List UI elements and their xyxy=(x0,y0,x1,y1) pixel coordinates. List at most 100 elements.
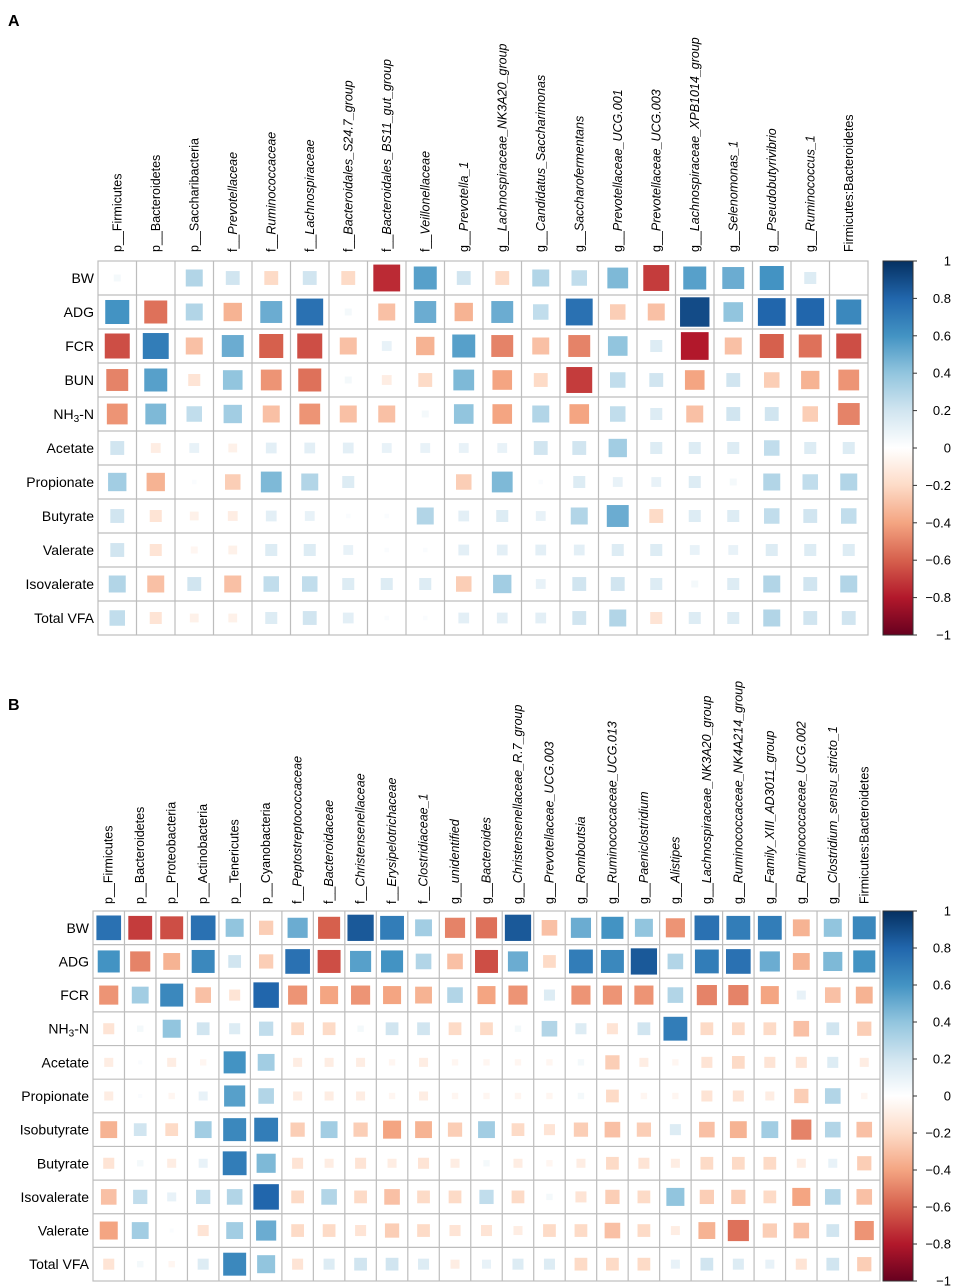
row-label: BUN xyxy=(64,372,94,388)
heatmap-cell xyxy=(856,1121,873,1138)
heatmap-cell xyxy=(384,547,389,553)
heatmap-cell xyxy=(106,369,129,391)
heatmap-cell xyxy=(836,299,862,325)
heatmap-cell xyxy=(145,403,167,425)
heatmap-cell xyxy=(356,1091,366,1101)
heatmap-cell xyxy=(373,264,401,292)
heatmap-cell xyxy=(824,1088,841,1104)
heatmap-cell xyxy=(418,1157,430,1169)
heatmap-cell xyxy=(796,298,825,326)
panel-label: B xyxy=(8,697,20,714)
heatmap-cell xyxy=(353,1122,368,1137)
heatmap-cell xyxy=(546,1193,553,1201)
heatmap-cell xyxy=(802,474,818,490)
heatmap-cell xyxy=(794,1088,809,1104)
colorbar-tick-label: −1 xyxy=(936,628,951,643)
heatmap-cell xyxy=(701,1056,713,1068)
heatmap-cell xyxy=(146,472,165,492)
heatmap-cell xyxy=(259,1021,274,1036)
heatmap-cell xyxy=(225,474,241,490)
column-label: f__Christensenellaceae xyxy=(354,773,368,904)
heatmap-cell xyxy=(532,405,550,423)
heatmap-cell xyxy=(535,612,547,624)
heatmap-cell xyxy=(514,1059,522,1066)
heatmap-cell xyxy=(791,1119,812,1140)
heatmap-cell xyxy=(601,916,624,939)
heatmap-cell xyxy=(543,1258,555,1270)
heatmap-cell xyxy=(153,276,158,280)
heatmap-cell xyxy=(610,372,626,388)
heatmap-cell xyxy=(804,543,817,557)
heatmap-cell xyxy=(415,1121,432,1139)
heatmap-cell xyxy=(533,373,548,387)
heatmap-cell xyxy=(610,304,626,320)
heatmap-cell xyxy=(109,610,125,626)
heatmap-cell xyxy=(694,949,719,974)
column-label: f__Bacteroidales_BS11_gut_group xyxy=(380,59,394,252)
heatmap-cell xyxy=(650,339,663,353)
heatmap-cell xyxy=(827,1056,839,1068)
heatmap-cell xyxy=(483,1059,490,1066)
heatmap-cell xyxy=(453,369,475,391)
heatmap-cell xyxy=(792,1187,811,1206)
heatmap-cell xyxy=(185,303,203,321)
heatmap-cell xyxy=(384,480,389,484)
heatmap-cell xyxy=(224,575,242,593)
heatmap-cell xyxy=(481,1259,492,1269)
heatmap-cell xyxy=(291,1224,304,1237)
heatmap-cell xyxy=(826,1257,840,1271)
heatmap-cell xyxy=(347,914,374,941)
row-label: Total VFA xyxy=(29,1256,90,1272)
heatmap-cell xyxy=(185,337,203,355)
heatmap-cell xyxy=(726,407,741,421)
heatmap-cell xyxy=(546,1160,553,1167)
heatmap-cell xyxy=(757,298,786,326)
column-label: Firmicutes:Bacteroidetes xyxy=(857,766,871,904)
heatmap-cell xyxy=(569,404,590,424)
heatmap-cell xyxy=(511,1190,525,1204)
heatmap-cell xyxy=(726,949,751,974)
heatmap-cell xyxy=(104,1057,114,1067)
heatmap-cell xyxy=(257,1255,276,1274)
heatmap-cell xyxy=(666,1187,685,1206)
heatmap-cell xyxy=(606,1023,618,1035)
heatmap-cell xyxy=(448,1190,462,1204)
row-label: BW xyxy=(66,920,89,936)
row-label: ADG xyxy=(59,953,89,969)
row-label: Butyrate xyxy=(42,508,94,524)
column-label: g__Ruminococcus_1 xyxy=(803,135,817,252)
heatmap-cell xyxy=(259,954,274,969)
heatmap-cell xyxy=(496,612,508,624)
column-label: g__Prevotellaceae_UCG.003 xyxy=(542,741,556,904)
heatmap-cell xyxy=(575,1023,587,1035)
heatmap-cell xyxy=(480,1225,493,1237)
heatmap-cell xyxy=(167,1057,177,1067)
colorbar-tick-label: 1 xyxy=(944,254,951,269)
heatmap-cell xyxy=(801,370,820,390)
heatmap-cell xyxy=(190,546,198,554)
heatmap-cell xyxy=(828,1158,838,1168)
heatmap-cell xyxy=(670,1158,680,1168)
heatmap-cell xyxy=(543,1224,556,1237)
heatmap-cell xyxy=(729,1121,747,1139)
heatmap-cell xyxy=(763,473,781,491)
heatmap-cell xyxy=(97,950,120,973)
colorbar-tick-label: −1 xyxy=(936,1274,951,1287)
column-label: f__Prevotellaceae xyxy=(226,152,240,252)
colorbar-tick-label: 0.6 xyxy=(933,978,951,993)
heatmap-cell xyxy=(417,1224,430,1237)
heatmap-cell xyxy=(698,1222,716,1239)
heatmap-cell xyxy=(418,1258,430,1270)
heatmap-cell xyxy=(197,1258,209,1270)
column-label: g__Selenomonas_1 xyxy=(726,141,740,252)
heatmap-cell xyxy=(421,410,429,418)
column-label: f__Erysipelotrichaceae xyxy=(385,777,399,904)
heatmap-cell xyxy=(513,1226,523,1236)
colorbar-tick-label: −0.4 xyxy=(925,515,951,530)
column-label: p__Firmicutes xyxy=(102,825,116,904)
heatmap-cell xyxy=(449,1225,461,1237)
heatmap-cell xyxy=(727,509,740,523)
heatmap-cell xyxy=(105,299,130,325)
heatmap-cell xyxy=(458,443,469,453)
heatmap-cell xyxy=(346,513,351,519)
